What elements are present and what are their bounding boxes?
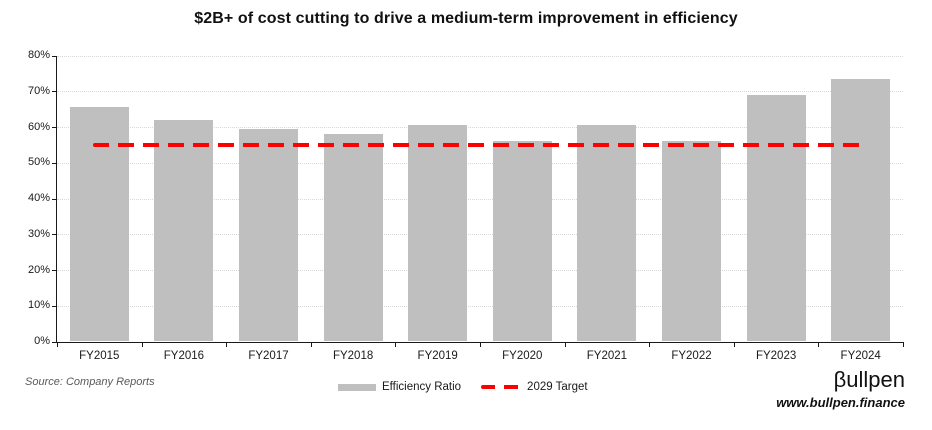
gridline-70 — [57, 91, 903, 93]
x-axis-tick — [57, 341, 58, 347]
legend-item-efficiency-ratio: Efficiency Ratio — [338, 381, 461, 393]
x-axis-tick — [564, 341, 566, 347]
bar-FY2019 — [408, 125, 468, 342]
x-axis-tick — [226, 341, 228, 347]
gridline-30 — [57, 234, 903, 236]
y-axis-tick — [52, 341, 57, 343]
bar-FY2017 — [239, 128, 298, 342]
x-axis-tick — [818, 341, 820, 347]
gridline-80 — [57, 55, 903, 57]
x-axis-label-FY2019: FY2019 — [417, 349, 458, 362]
source-note: Source: Company Reports — [25, 376, 155, 388]
y-axis-label: 70% — [27, 84, 50, 97]
x-axis-tick — [141, 341, 143, 347]
bar-FY2021 — [577, 125, 637, 342]
y-axis-tick — [52, 234, 57, 236]
legend-label-2029-target: 2029 Target — [527, 381, 588, 393]
dash-swatch-icon — [481, 385, 522, 389]
y-axis-label: 10% — [27, 299, 50, 312]
x-axis-label-FY2021: FY2021 — [586, 349, 628, 362]
gridline-50 — [57, 162, 903, 164]
y-axis-label: 20% — [27, 263, 50, 276]
y-axis-label: 0% — [34, 335, 50, 347]
x-axis-tick — [480, 341, 481, 347]
bar-FY2020 — [492, 141, 552, 342]
x-axis-label-FY2020: FY2020 — [502, 349, 543, 362]
y-axis-tick — [52, 162, 57, 164]
bar-swatch-icon — [338, 383, 376, 391]
y-axis-tick — [52, 198, 57, 200]
x-axis-label-FY2018: FY2018 — [332, 349, 374, 362]
y-axis-tick — [52, 270, 57, 271]
bar-FY2018 — [323, 134, 383, 342]
y-axis-label: 50% — [27, 156, 50, 169]
x-axis-label-FY2016: FY2016 — [163, 349, 205, 362]
y-axis-tick — [52, 91, 57, 93]
gridline-60 — [57, 127, 903, 128]
legend-item-2029-target: 2029 Target — [481, 381, 588, 393]
y-axis-line — [56, 55, 58, 343]
gridline-10 — [57, 305, 903, 307]
y-axis-tick — [52, 55, 57, 57]
gridline-40 — [57, 198, 903, 200]
y-axis-tick — [52, 305, 57, 307]
x-axis-tick — [310, 341, 312, 347]
bar-FY2022 — [662, 141, 721, 342]
x-axis-tick — [903, 341, 904, 347]
x-axis-tick — [733, 341, 735, 347]
brand-website: www.bullpen.finance — [776, 395, 905, 410]
x-axis-line — [56, 341, 903, 343]
brand-block: βullpen www.bullpen.finance — [776, 367, 905, 411]
y-axis-label: 80% — [27, 49, 50, 61]
bar-FY2024 — [831, 78, 891, 342]
x-axis-label-FY2015: FY2015 — [79, 349, 120, 362]
y-axis-label: 60% — [27, 120, 50, 133]
legend: Efficiency Ratio 2029 Target — [338, 381, 588, 393]
y-axis-label: 30% — [27, 227, 50, 240]
bullpen-logo: βullpen — [833, 367, 905, 392]
x-axis-tick — [649, 341, 651, 347]
x-axis-label-FY2022: FY2022 — [671, 349, 712, 362]
legend-label-efficiency-ratio: Efficiency Ratio — [382, 381, 462, 393]
target-line-2029 — [93, 142, 867, 147]
x-axis-label-FY2024: FY2024 — [840, 349, 881, 362]
bar-FY2016 — [154, 119, 214, 342]
gridline-20 — [57, 270, 903, 271]
bar-FY2023 — [746, 94, 806, 342]
y-axis-label: 40% — [27, 192, 50, 204]
x-axis-label-FY2017: FY2017 — [248, 349, 289, 362]
x-axis-label-FY2023: FY2023 — [755, 349, 797, 362]
x-axis-tick — [395, 341, 397, 347]
y-axis-tick — [52, 127, 57, 128]
chart-title: $2B+ of cost cutting to drive a medium-t… — [194, 10, 738, 27]
